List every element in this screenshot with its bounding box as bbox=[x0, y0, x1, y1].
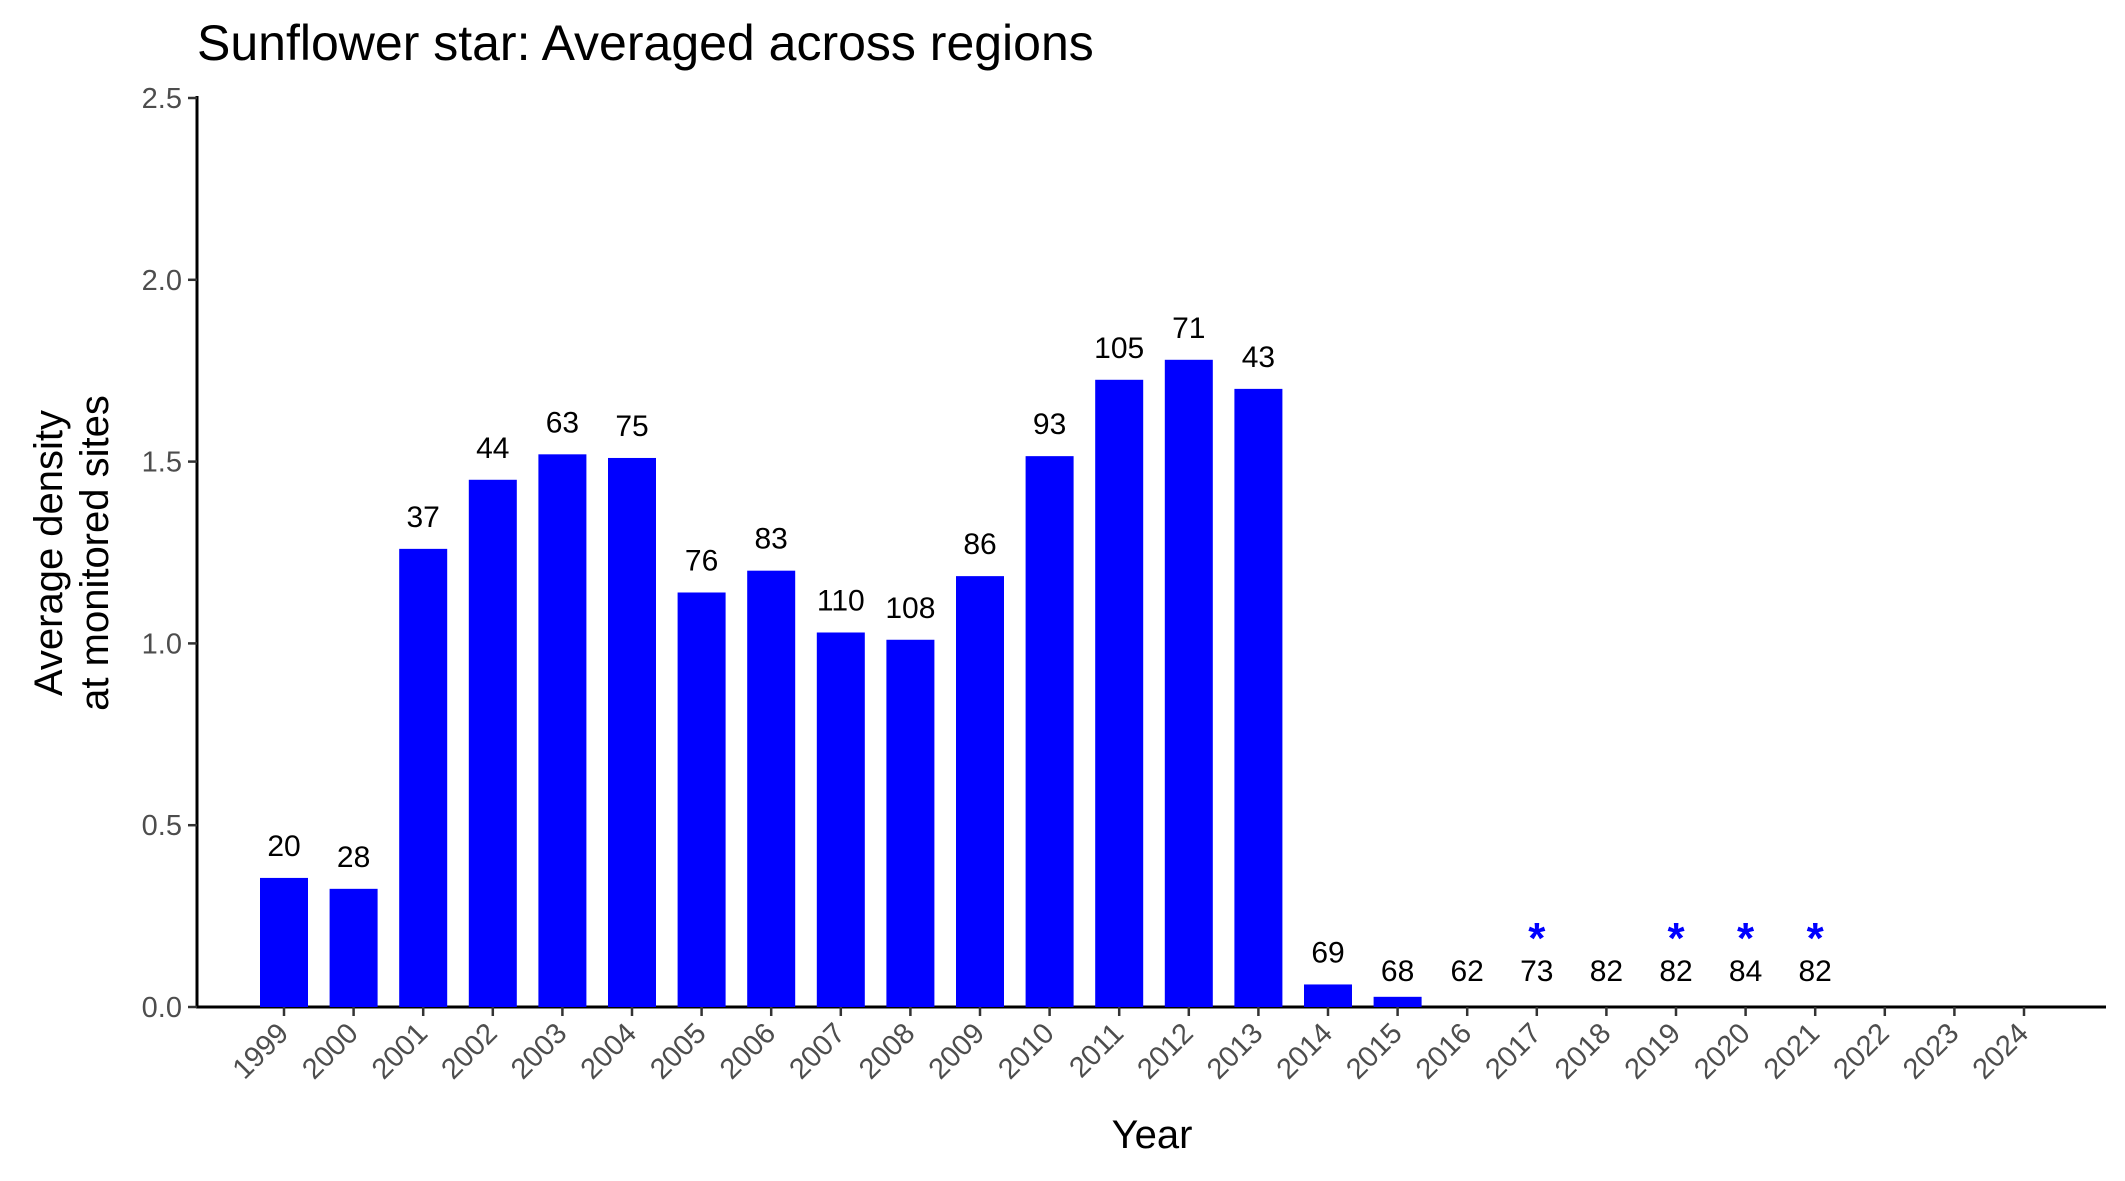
x-tick-label: 2011 bbox=[1063, 1017, 1130, 1084]
data-label: 20 bbox=[267, 830, 300, 863]
asterisk-marker: * bbox=[1737, 914, 1755, 963]
bar bbox=[1304, 984, 1352, 1007]
data-label: 76 bbox=[685, 544, 718, 577]
data-label: 69 bbox=[1311, 936, 1344, 969]
y-axis-title-line: Average density bbox=[27, 410, 71, 696]
data-label: 75 bbox=[615, 410, 648, 443]
x-tick-label: 2005 bbox=[644, 1017, 712, 1085]
bar bbox=[329, 888, 378, 1007]
bar bbox=[886, 639, 935, 1007]
x-tick-label: 2018 bbox=[1549, 1017, 1617, 1085]
x-tick-label: 2010 bbox=[992, 1017, 1060, 1085]
y-tick-label: 2.5 bbox=[142, 83, 182, 115]
bar bbox=[747, 570, 796, 1007]
data-label: 73 bbox=[1520, 955, 1553, 988]
data-label: 43 bbox=[1242, 341, 1275, 374]
data-label: 68 bbox=[1381, 955, 1414, 988]
x-tick-label: 2003 bbox=[505, 1017, 573, 1085]
data-label: 93 bbox=[1033, 408, 1066, 441]
x-tick-label: 2013 bbox=[1201, 1017, 1269, 1085]
bar bbox=[1095, 379, 1144, 1007]
data-label: 83 bbox=[755, 523, 788, 556]
x-tick-label: 2000 bbox=[296, 1017, 364, 1085]
data-label: 108 bbox=[885, 592, 935, 625]
y-tick-label: 1.5 bbox=[142, 447, 182, 479]
data-label: 28 bbox=[337, 841, 370, 874]
x-tick-label: 2006 bbox=[714, 1017, 782, 1085]
bars bbox=[260, 359, 1422, 1007]
data-label: 82 bbox=[1590, 955, 1623, 988]
x-ticks: 1999 2000 2001 2002 2003 2004 2005 2006 2007 2008… bbox=[227, 1007, 2035, 1086]
data-label: 86 bbox=[963, 528, 996, 561]
bar bbox=[956, 576, 1004, 1007]
x-tick-label: 2004 bbox=[575, 1017, 643, 1085]
x-tick-label: 2016 bbox=[1410, 1017, 1478, 1085]
y-tick-label: 0.0 bbox=[142, 992, 182, 1024]
y-tick-label: 0.5 bbox=[142, 810, 182, 842]
x-tick-label: 2022 bbox=[1828, 1017, 1896, 1085]
x-tick-label: 2021 bbox=[1758, 1017, 1826, 1085]
bar bbox=[1234, 388, 1283, 1007]
y-axis-title-line: at monitored sites bbox=[73, 395, 117, 711]
bar bbox=[1025, 456, 1074, 1007]
bar bbox=[468, 479, 517, 1007]
x-tick-label: 1999 bbox=[227, 1017, 295, 1085]
data-label: 63 bbox=[546, 406, 579, 439]
x-tick-label: 2014 bbox=[1271, 1017, 1339, 1085]
data-label: 44 bbox=[476, 432, 509, 465]
x-axis-title: Year bbox=[1112, 1113, 1193, 1157]
bar bbox=[1373, 996, 1422, 1007]
x-tick-label: 2023 bbox=[1897, 1017, 1965, 1085]
data-label: 84 bbox=[1729, 955, 1762, 988]
data-label: 71 bbox=[1172, 312, 1205, 345]
chart-title: Sunflower star: Averaged across regions bbox=[197, 15, 1094, 71]
data-label: 62 bbox=[1451, 955, 1484, 988]
data-label: 37 bbox=[407, 501, 440, 534]
y-tick-label: 1.0 bbox=[142, 628, 182, 660]
x-tick-label: 2019 bbox=[1619, 1017, 1687, 1085]
x-tick-label: 2017 bbox=[1480, 1017, 1548, 1085]
data-label: 82 bbox=[1799, 955, 1832, 988]
y-axis-title: Average density at monitored sites bbox=[27, 395, 117, 711]
bar bbox=[677, 592, 726, 1007]
data-label: 82 bbox=[1659, 955, 1692, 988]
y-tick-label: 2.0 bbox=[142, 265, 182, 297]
x-tick-label: 2007 bbox=[784, 1017, 852, 1085]
x-tick-label: 2009 bbox=[923, 1017, 991, 1085]
asterisks: * * * * bbox=[1528, 914, 1824, 963]
asterisk-marker: * bbox=[1667, 914, 1685, 963]
bar bbox=[608, 457, 656, 1007]
bar bbox=[816, 632, 865, 1007]
x-tick-label: 2002 bbox=[436, 1017, 504, 1085]
x-tick-label: 2024 bbox=[1967, 1017, 2035, 1085]
x-tick-label: 2012 bbox=[1132, 1017, 1200, 1085]
bar bbox=[260, 877, 308, 1007]
bar bbox=[399, 548, 448, 1007]
x-tick-label: 2008 bbox=[853, 1017, 921, 1085]
bar bbox=[538, 454, 587, 1007]
y-ticks: 0.0 0.5 1.0 1.5 2.0 2.5 bbox=[142, 83, 197, 1024]
asterisk-marker: * bbox=[1528, 914, 1546, 963]
data-labels: 20 28 37 44 63 75 76 83 110 108 86 93 105 71 43 69 68 62 7… bbox=[267, 312, 1832, 988]
asterisk-marker: * bbox=[1807, 914, 1825, 963]
bar bbox=[1164, 359, 1213, 1007]
x-tick-label: 2001 bbox=[366, 1017, 434, 1085]
data-label: 110 bbox=[817, 584, 865, 617]
x-tick-label: 2020 bbox=[1688, 1017, 1756, 1085]
x-tick-label: 2015 bbox=[1340, 1017, 1408, 1085]
data-label: 105 bbox=[1094, 332, 1144, 365]
